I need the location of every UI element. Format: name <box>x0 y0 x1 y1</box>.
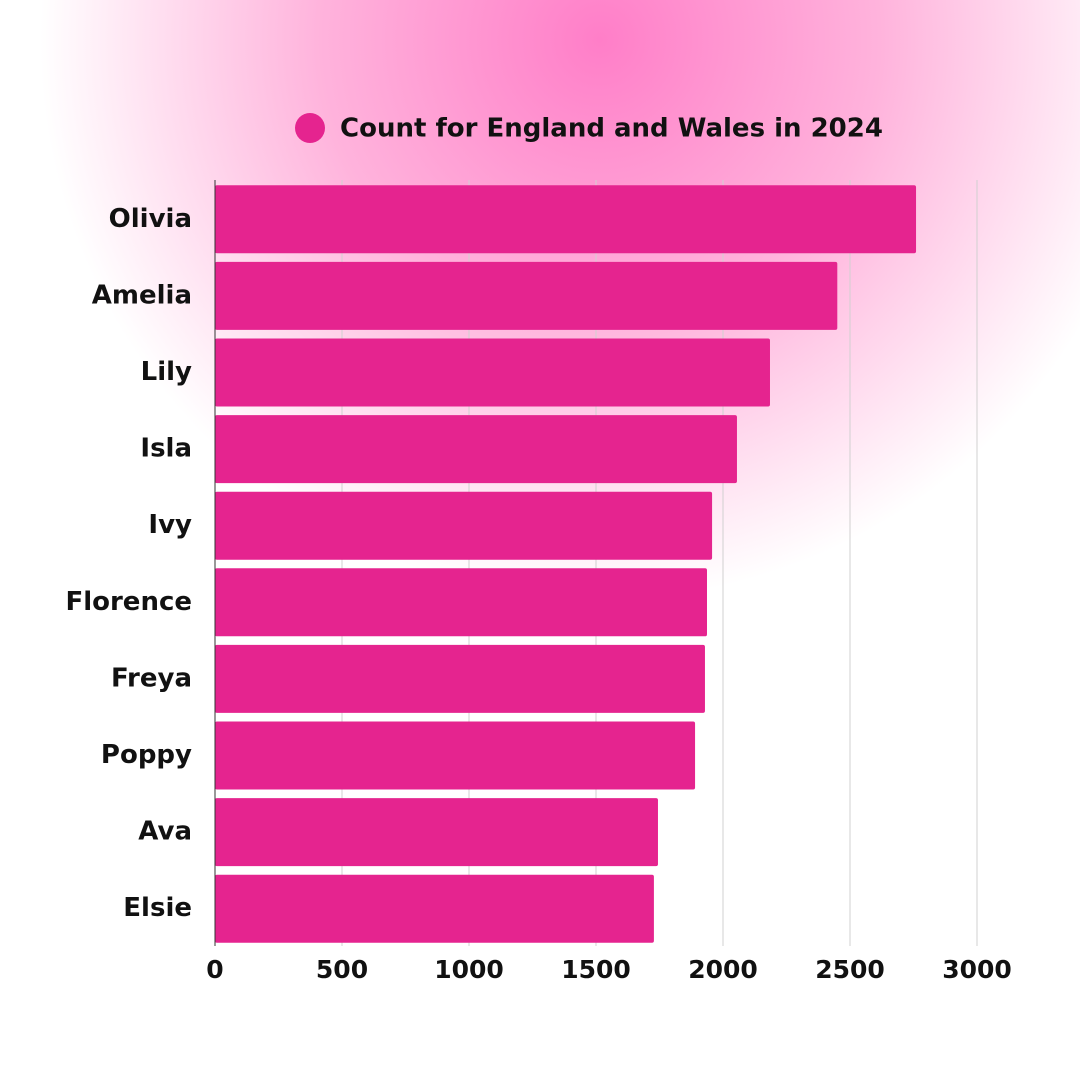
bar <box>215 261 838 330</box>
y-tick-label: Ivy <box>148 510 192 540</box>
y-tick-label: Elsie <box>123 893 192 923</box>
legend-marker <box>295 113 325 143</box>
x-tick-label: 2500 <box>815 955 885 984</box>
y-tick-label: Ava <box>138 817 192 847</box>
x-tick-label: 3000 <box>942 955 1012 984</box>
bar <box>215 798 658 867</box>
x-tick-label: 500 <box>316 955 368 984</box>
y-tick-label: Florence <box>65 587 192 617</box>
y-tick-label: Freya <box>111 663 192 693</box>
y-tick-label: Isla <box>140 434 192 464</box>
x-tick-label: 2000 <box>688 955 758 984</box>
x-tick-label: 1500 <box>561 955 631 984</box>
bar <box>215 644 705 713</box>
bar <box>215 338 770 407</box>
bar <box>215 185 917 254</box>
x-tick-label: 1000 <box>434 955 504 984</box>
bar <box>215 568 707 637</box>
x-tick-label: 0 <box>206 955 223 984</box>
bar <box>215 415 737 484</box>
legend-label: Count for England and Wales in 2024 <box>340 114 883 144</box>
bar <box>215 874 654 943</box>
bar <box>215 491 713 560</box>
bar <box>215 721 696 790</box>
y-tick-label: Olivia <box>109 204 192 234</box>
y-tick-label: Amelia <box>92 280 192 310</box>
y-tick-label: Lily <box>141 357 192 387</box>
y-tick-label: Poppy <box>101 740 192 770</box>
